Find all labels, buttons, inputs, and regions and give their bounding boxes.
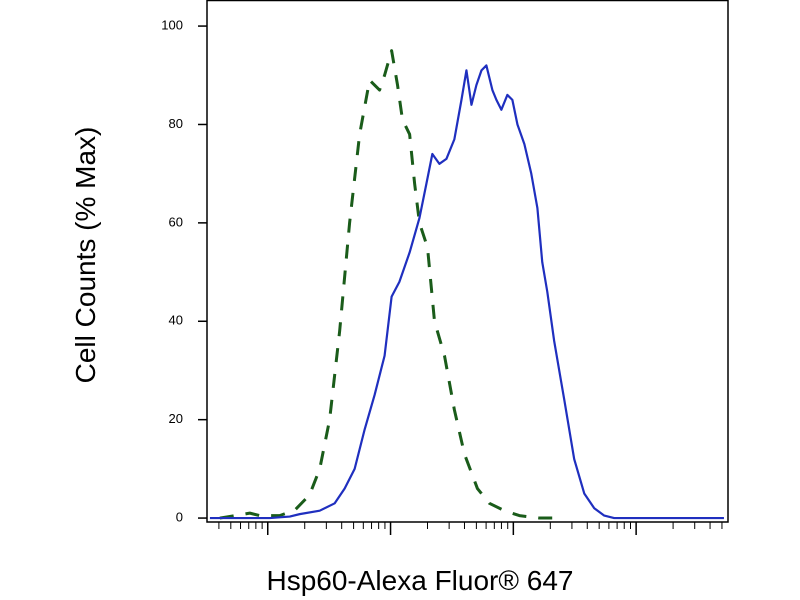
- y-tick-label: 20: [169, 411, 183, 426]
- y-tick-label: 0: [176, 510, 183, 525]
- y-tick-label: 60: [169, 214, 183, 229]
- plot-frame: [206, 0, 729, 523]
- y-tick-label: 80: [169, 116, 183, 131]
- series-line: [219, 49, 560, 520]
- y-tick-label: 40: [169, 313, 183, 328]
- x-axis-label: Hsp60-Alexa Fluor® 647: [266, 565, 573, 596]
- y-tick-label: 100: [161, 18, 183, 33]
- y-axis-label: Cell Counts (% Max): [70, 127, 101, 384]
- series-line: [209, 64, 724, 520]
